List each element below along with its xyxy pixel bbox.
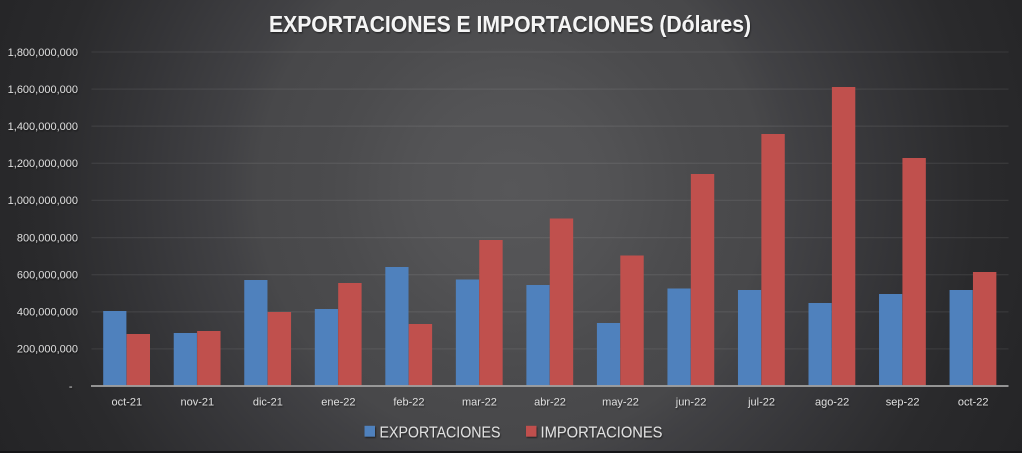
svg-text:may-22: may-22 xyxy=(602,397,639,409)
svg-text:ene-22: ene-22 xyxy=(321,397,355,409)
svg-text:jul-22: jul-22 xyxy=(747,397,775,409)
svg-text:600,000,000: 600,000,000 xyxy=(17,270,78,282)
svg-text:EXPORTACIONES E IMPORTACIONES: EXPORTACIONES E IMPORTACIONES (Dólares) xyxy=(269,11,751,37)
svg-text:nov-21: nov-21 xyxy=(181,397,215,409)
svg-text:1,200,000,000: 1,200,000,000 xyxy=(8,158,78,170)
svg-text:EXPORTACIONES: EXPORTACIONES xyxy=(380,425,501,442)
svg-text:IMPORTACIONES: IMPORTACIONES xyxy=(541,425,663,442)
svg-text:dic-21: dic-21 xyxy=(253,397,283,409)
svg-text:oct-22: oct-22 xyxy=(958,397,989,409)
svg-text:-: - xyxy=(69,381,73,393)
svg-text:ago-22: ago-22 xyxy=(815,397,849,409)
svg-text:1,000,000,000: 1,000,000,000 xyxy=(8,195,78,207)
svg-text:sep-22: sep-22 xyxy=(886,397,920,409)
svg-text:1,600,000,000: 1,600,000,000 xyxy=(8,84,78,96)
svg-text:200,000,000: 200,000,000 xyxy=(17,344,78,356)
svg-text:oct-21: oct-21 xyxy=(112,397,143,409)
svg-text:feb-22: feb-22 xyxy=(393,397,424,409)
svg-text:800,000,000: 800,000,000 xyxy=(17,232,78,244)
svg-text:1,800,000,000: 1,800,000,000 xyxy=(8,47,78,59)
svg-text:1,400,000,000: 1,400,000,000 xyxy=(8,121,78,133)
svg-text:abr-22: abr-22 xyxy=(534,397,566,409)
svg-text:jun-22: jun-22 xyxy=(675,397,707,409)
svg-text:400,000,000: 400,000,000 xyxy=(17,307,78,319)
svg-text:mar-22: mar-22 xyxy=(462,397,497,409)
